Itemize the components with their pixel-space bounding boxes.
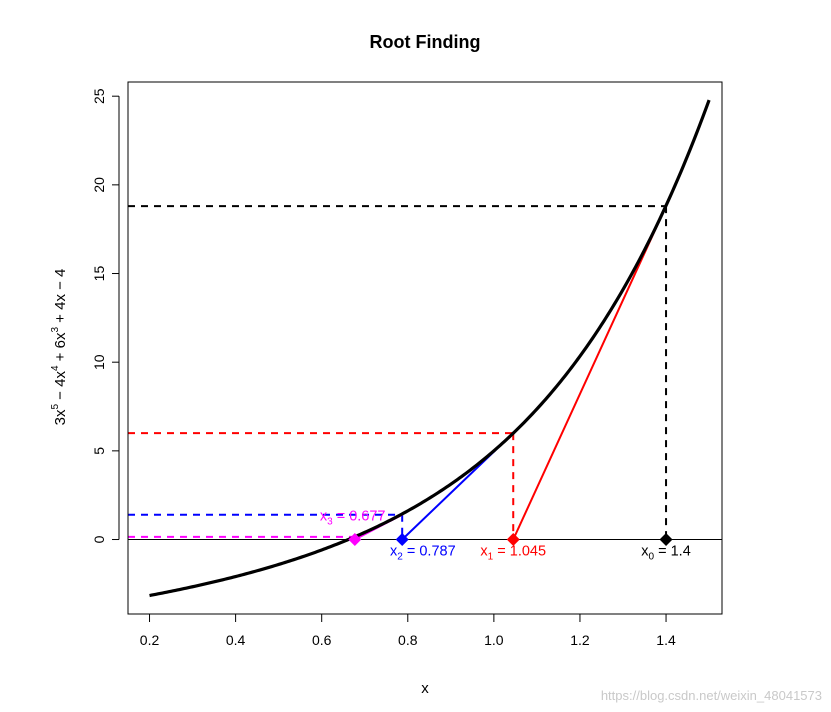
x-tick-label: 1.2 [570, 632, 590, 648]
watermark: https://blog.csdn.net/weixin_48041573 [601, 688, 822, 703]
x-tick-label: 0.2 [140, 632, 160, 648]
iteration-label-1: x1 = 1.045 [480, 543, 546, 562]
x-tick-label: 1.0 [484, 632, 504, 648]
plot-frame [127, 81, 723, 615]
axes: 0.2 0.4 0.6 0.8 1.0 1.2 1.4 0 5 10 15 20 25 [91, 81, 723, 648]
y-tick-label: 5 [91, 447, 107, 455]
x-axis-label: x [421, 680, 429, 697]
x-tick-label: 0.6 [312, 632, 332, 648]
root-marker-2 [395, 533, 409, 547]
x-tick-label: 1.4 [656, 632, 676, 648]
y-axis-label: 3x5 − 4x4 + 6x3 + 4x − 4 [50, 269, 69, 426]
x-tick-label: 0.4 [226, 632, 246, 648]
chart-title: Root Finding [370, 32, 481, 52]
iteration-label-3: x3 = 0.677 [320, 509, 386, 528]
y-tick-label: 15 [91, 266, 107, 282]
function-curve [149, 99, 711, 598]
root-marker-1 [506, 533, 520, 547]
iteration-label-0: x0 = 1.4 [641, 543, 691, 562]
x-tick-label: 0.8 [398, 632, 418, 648]
y-tick-label: 25 [91, 88, 107, 104]
y-tick-label: 10 [91, 354, 107, 370]
root-marker-3 [348, 533, 362, 547]
y-tick-label: 0 [91, 535, 107, 543]
root-marker-0 [659, 533, 673, 547]
tangent-line-1 [512, 205, 667, 540]
iteration-label-2: x2 = 0.787 [390, 543, 456, 562]
y-tick-label: 20 [91, 177, 107, 193]
